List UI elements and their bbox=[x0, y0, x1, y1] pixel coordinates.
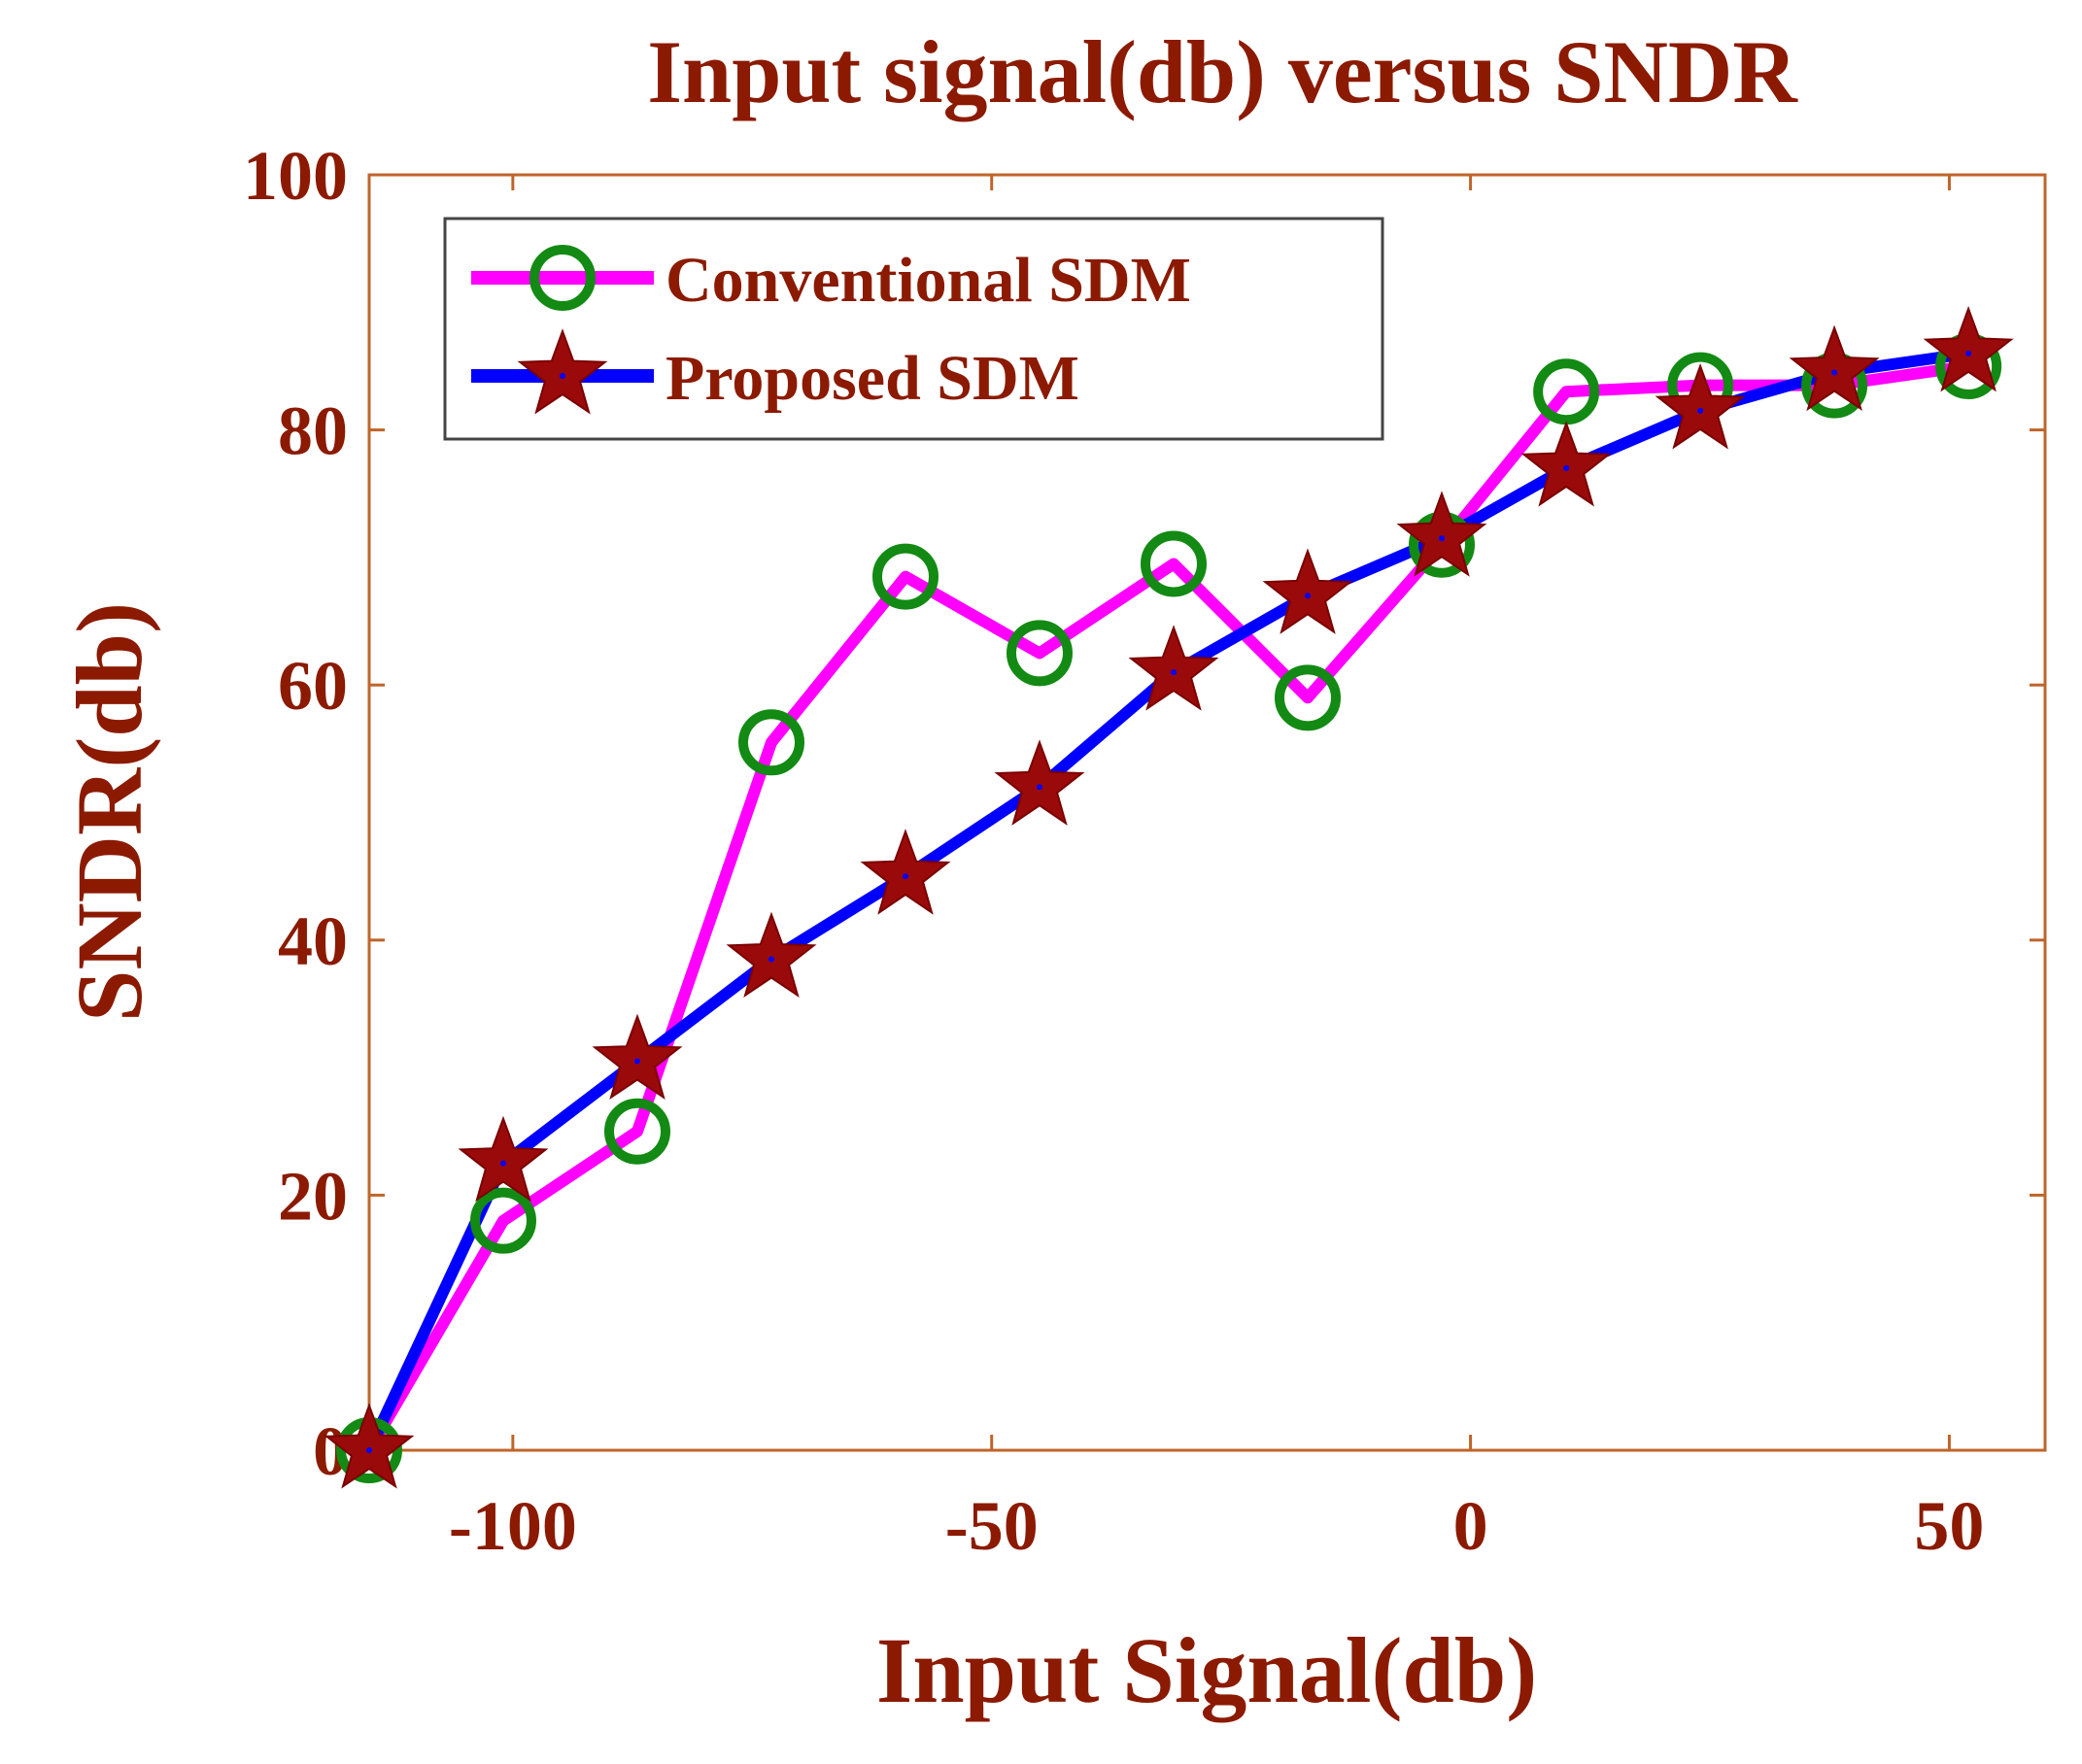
data-point-proposed-center bbox=[366, 1447, 372, 1453]
data-point-proposed bbox=[1396, 491, 1487, 577]
data-point-conventional bbox=[470, 1187, 536, 1254]
data-point-proposed-center bbox=[634, 1058, 640, 1065]
x-tick-label: 50 bbox=[1914, 1487, 1984, 1565]
data-point-conventional bbox=[738, 709, 804, 776]
data-point-proposed bbox=[1262, 548, 1353, 634]
data-point-proposed-center bbox=[500, 1160, 506, 1167]
data-point-proposed-center bbox=[1965, 350, 1972, 356]
legend-marker-proposed-shape bbox=[517, 328, 608, 415]
data-point-proposed bbox=[592, 1013, 683, 1101]
x-tick-label: -100 bbox=[449, 1487, 577, 1565]
data-point-proposed bbox=[1655, 362, 1746, 450]
y-tick-label: 40 bbox=[278, 902, 348, 980]
data-point-proposed bbox=[1128, 625, 1219, 711]
data-point-proposed-center bbox=[768, 956, 774, 963]
x-tick-label: -50 bbox=[945, 1487, 1039, 1565]
x-axis-label: Input Signal(db) bbox=[876, 1618, 1537, 1722]
legend-marker-conventional bbox=[529, 245, 596, 311]
x-tick-label: 0 bbox=[1453, 1487, 1488, 1565]
data-point-proposed-center bbox=[1831, 369, 1838, 376]
y-tick-label: 60 bbox=[278, 647, 348, 725]
y-tick-label: 80 bbox=[278, 392, 348, 470]
data-point-proposed-center bbox=[1439, 535, 1445, 542]
data-point-conventional bbox=[604, 1098, 670, 1165]
data-point-proposed bbox=[994, 739, 1085, 826]
legend-marker-proposed bbox=[517, 328, 608, 415]
data-point-proposed-center bbox=[1171, 669, 1177, 676]
data-point-conventional bbox=[1007, 620, 1073, 687]
data-point-proposed-center bbox=[1037, 784, 1042, 791]
data-point-proposed bbox=[324, 1403, 415, 1489]
chart-title: Input signal(db) versus SNDR bbox=[647, 22, 1798, 121]
data-point-proposed bbox=[1520, 421, 1612, 507]
data-point-proposed-center bbox=[903, 873, 908, 880]
data-point-proposed-center bbox=[1563, 464, 1570, 471]
data-point-proposed bbox=[1789, 324, 1880, 412]
data-point-proposed bbox=[726, 911, 817, 999]
data-point-proposed bbox=[1923, 305, 2014, 392]
data-point-conventional bbox=[1141, 530, 1207, 597]
legend-box bbox=[443, 217, 1384, 441]
legend-marker-conventional-shape bbox=[529, 245, 596, 311]
series-layer bbox=[324, 305, 2014, 1489]
y-tick-label: 20 bbox=[278, 1157, 348, 1235]
data-point-conventional bbox=[1533, 358, 1600, 425]
y-tick-label: 100 bbox=[243, 137, 348, 215]
legend-marker-proposed-shape-center bbox=[560, 373, 565, 379]
data-point-proposed-center bbox=[1305, 593, 1311, 599]
y-axis-label: SNDR(db) bbox=[57, 602, 161, 1022]
data-point-proposed bbox=[458, 1115, 549, 1203]
legend: Conventional SDM Proposed SDM bbox=[443, 217, 1384, 441]
data-point-proposed bbox=[860, 829, 951, 915]
data-point-proposed-center bbox=[1697, 407, 1704, 414]
legend-label-proposed: Proposed SDM bbox=[666, 343, 1079, 414]
legend-label-conventional: Conventional SDM bbox=[666, 245, 1191, 316]
data-point-conventional bbox=[1275, 664, 1341, 731]
data-point-conventional bbox=[872, 543, 939, 610]
